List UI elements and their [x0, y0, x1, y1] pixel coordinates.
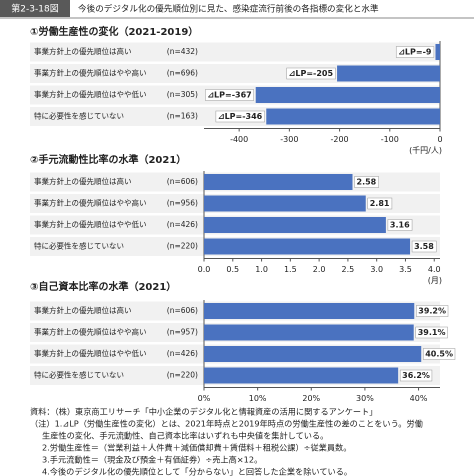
note-line: 生産性の変化、手元流動性、自己資本比率はいずれも中央値を集計している。	[42, 431, 328, 441]
figure-number: 第2-3-18図	[11, 3, 58, 15]
x-tick-label: 3.0	[370, 265, 383, 274]
bar	[204, 346, 422, 362]
n-label: (n=426)	[167, 220, 198, 229]
value-label-box	[416, 305, 449, 317]
category-label: 特に必要性を感じていない	[34, 370, 124, 380]
value-label: 39.1%	[418, 328, 446, 337]
bar	[255, 87, 440, 103]
bar	[204, 303, 415, 319]
x-tick-label: 4.0	[428, 265, 441, 274]
category-label: 事業方針上の優先順位はやや高い	[34, 198, 147, 208]
category-label: 事業方針上の優先順位は高い	[34, 176, 132, 186]
value-label: 3.16	[390, 221, 410, 230]
bar	[204, 174, 353, 190]
value-label-box	[215, 110, 265, 123]
x-tick-label: 30%	[356, 394, 374, 403]
x-tick-label: 3.5	[399, 265, 412, 274]
value-label: ⊿LP=-346	[218, 112, 263, 121]
x-tick-label: 20%	[302, 394, 320, 403]
category-label: 事業方針上の優先順位は高い	[34, 46, 132, 56]
n-label: (n=163)	[167, 112, 198, 121]
bar	[337, 65, 440, 82]
value-label: 40.5%	[425, 350, 453, 359]
bar	[204, 324, 414, 341]
value-label-box	[367, 197, 393, 210]
n-label: (n=957)	[167, 328, 198, 337]
chart-title: ③自己資本比率の水準（2021）	[30, 280, 176, 293]
category-label: 事業方針上の優先順位はやや低い	[34, 219, 147, 229]
bar	[204, 195, 366, 212]
n-label: (n=956)	[167, 199, 198, 208]
n-label: (n=426)	[167, 349, 198, 358]
value-label-box	[411, 240, 437, 253]
category-label: 事業方針上の優先順位はやや高い	[34, 68, 147, 78]
value-label: ⊿LP=-9	[398, 48, 432, 57]
x-tick-label: 0%	[198, 394, 211, 403]
value-label-box	[395, 46, 435, 58]
note-line: 3.手元流動性＝（現金及び預金＋有価証券）÷売上高×12。	[42, 455, 262, 465]
value-label: 36.2%	[402, 371, 430, 380]
n-label: (n=305)	[167, 90, 198, 99]
value-label: 2.58	[357, 178, 377, 187]
n-label: (n=606)	[167, 177, 198, 186]
x-tick-label: 0.0	[198, 265, 211, 274]
x-tick-label: 1.0	[255, 265, 268, 274]
category-label: 事業方針上の優先順位は高い	[34, 305, 132, 315]
x-tick-label: -200	[330, 135, 348, 144]
n-label: (n=696)	[167, 69, 198, 78]
n-label: (n=432)	[167, 47, 198, 56]
note-line: 2.労働生産性＝（営業利益＋人件費＋減価償却費＋賃借料＋租税公課）÷従業員数。	[42, 443, 351, 453]
category-label: 事業方針上の優先順位はやや低い	[34, 89, 147, 99]
chart-title: ②手元流動性比率の水準（2021）	[30, 153, 186, 166]
unit-label: (月)	[428, 276, 442, 285]
category-label: 特に必要性を感じていない	[34, 241, 124, 251]
x-tick-label: -300	[280, 135, 298, 144]
x-tick-label: 0	[437, 135, 442, 144]
unit-label: (千円/人)	[409, 145, 442, 155]
figure-title: 今後のデジタル化の優先順位別に見た、感染症流行前後の各指標の変化と水準	[78, 3, 379, 15]
x-tick-label: 40%	[410, 394, 428, 403]
x-tick-label: 2.5	[342, 265, 355, 274]
value-label-box	[286, 67, 336, 80]
value-label-box	[422, 348, 456, 360]
bar	[204, 238, 411, 255]
value-label: ⊿LP=-205	[289, 69, 334, 78]
category-label: 特に必要性を感じていない	[34, 111, 124, 121]
value-label-box	[415, 326, 448, 339]
x-tick-label: -100	[381, 135, 399, 144]
x-tick-label: 0.5	[226, 265, 239, 274]
x-tick-label: 2.0	[313, 265, 326, 274]
x-tick-label: -400	[230, 135, 248, 144]
note-line: 資料：（株）東京商工リサーチ「中小企業のデジタル化と情報資産の活用に関するアンケ…	[30, 407, 377, 417]
category-label: 事業方針上の優先順位はやや低い	[34, 348, 147, 358]
n-label: (n=220)	[167, 371, 198, 380]
bar	[204, 217, 386, 233]
bar	[435, 44, 440, 60]
note-line: 4.今後のデジタル化の優先順位として「分からない」と回答した企業を除いている。	[42, 467, 352, 476]
x-tick-label: 1.5	[284, 265, 297, 274]
value-label: 2.81	[370, 199, 390, 208]
n-label: (n=606)	[167, 306, 198, 315]
value-label-box	[387, 219, 413, 231]
n-label: (n=220)	[167, 242, 198, 251]
row-band	[30, 42, 440, 62]
chart-title: ①労働生産性の変化（2021-2019）	[30, 25, 198, 38]
value-label-box	[399, 369, 433, 382]
bar	[204, 367, 399, 384]
category-label: 事業方針上の優先順位はやや高い	[34, 327, 147, 337]
x-tick-label: 10%	[249, 394, 267, 403]
note-line: （注）1.⊿LP（労働生産性の変化）とは、2021年時点と2019年時点の労働生…	[30, 419, 423, 429]
value-label-box	[205, 89, 254, 101]
value-label-box	[354, 176, 379, 188]
value-label: ⊿LP=-367	[207, 91, 251, 100]
value-label: 39.2%	[418, 307, 446, 316]
value-label: 3.58	[414, 242, 434, 251]
bar	[266, 108, 440, 125]
figure-badge	[0, 0, 70, 17]
